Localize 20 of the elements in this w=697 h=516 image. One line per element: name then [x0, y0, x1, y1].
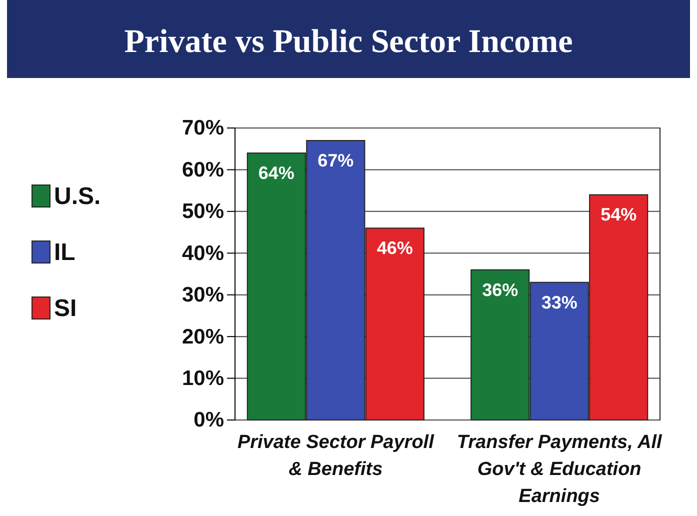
- y-tick-label: 0%: [194, 408, 224, 432]
- legend-label: U.S.: [54, 183, 101, 210]
- x-tick-label: Private Sector Payroll & Benefits: [237, 432, 435, 480]
- data-label: 33%: [541, 292, 578, 312]
- data-label: 36%: [482, 280, 518, 300]
- data-label: 64%: [258, 163, 294, 184]
- y-tick-label: 40%: [182, 242, 224, 265]
- data-label: 54%: [600, 204, 637, 225]
- y-tick-label: 20%: [182, 325, 224, 348]
- y-tick-label: 10%: [182, 367, 224, 390]
- x-tick-label: Transfer Payments, All Gov't & Education Earnings: [456, 432, 662, 507]
- data-label: 67%: [318, 150, 354, 171]
- data-label: 46%: [376, 238, 413, 258]
- y-tick-label: 30%: [182, 284, 224, 307]
- legend-label: IL: [54, 239, 76, 266]
- y-tick-label: 50%: [182, 200, 224, 224]
- y-tick-label: 60%: [182, 158, 224, 182]
- y-tick-label: 70%: [182, 116, 224, 140]
- legend-label: SI: [54, 295, 77, 322]
- chart-title: Private vs Public Sector Income: [124, 24, 573, 60]
